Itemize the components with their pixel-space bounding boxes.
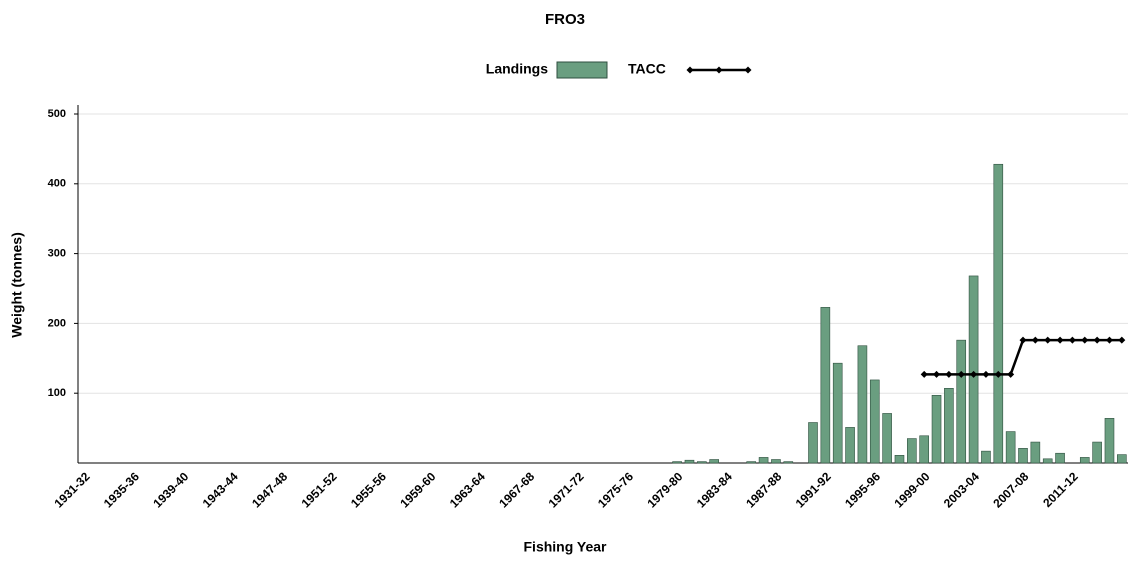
x-tick-label: 1983-84	[694, 469, 735, 510]
bar	[931, 394, 942, 464]
line-marker	[1068, 336, 1076, 344]
bar	[832, 362, 843, 464]
legend-marker	[715, 66, 723, 74]
x-tick-label: 1995-96	[842, 469, 883, 510]
line-marker	[994, 370, 1002, 378]
line-marker	[1093, 336, 1101, 344]
bar	[1030, 441, 1041, 464]
x-tick-label: 1999-00	[891, 469, 932, 510]
x-tick-label: 1963-64	[447, 469, 488, 510]
line-marker	[933, 370, 941, 378]
legend-swatch	[556, 61, 608, 79]
x-tick-label: 1951-52	[299, 469, 340, 510]
x-tick-label: 2011-12	[1040, 469, 1081, 510]
bar	[672, 461, 682, 464]
bar	[981, 450, 991, 464]
bar	[771, 459, 781, 464]
x-tick-label: 1947-48	[249, 469, 290, 510]
legend-marker	[744, 66, 752, 74]
legend-label: TACC	[628, 61, 666, 77]
x-tick-label: 2003-04	[941, 469, 982, 510]
bar	[783, 461, 794, 464]
y-tick-label: 200	[48, 317, 66, 329]
line-marker	[945, 370, 953, 378]
x-tick-label: 1943-44	[200, 469, 241, 510]
line-marker	[970, 370, 978, 378]
x-tick-label: 1959-60	[397, 469, 438, 510]
x-tick-label: 1935-36	[101, 469, 142, 510]
bar	[857, 345, 868, 464]
bar	[1018, 448, 1028, 464]
bar	[968, 275, 979, 464]
line-marker	[1056, 336, 1064, 344]
bar	[758, 457, 769, 464]
bar	[820, 307, 831, 464]
bar	[1117, 454, 1127, 464]
bar	[746, 461, 757, 464]
legend-label: Landings	[486, 61, 548, 77]
bar	[1104, 418, 1115, 464]
line-marker	[1007, 370, 1015, 378]
x-tick-label: 1975-76	[595, 469, 636, 510]
y-tick-label: 100	[48, 387, 66, 399]
y-tick-label: 400	[48, 178, 66, 190]
x-tick-label: 1979-80	[644, 469, 685, 510]
x-axis-title: Fishing Year	[524, 539, 608, 555]
bar	[869, 379, 880, 464]
bar	[808, 422, 818, 464]
line	[924, 338, 1122, 376]
bar	[709, 459, 719, 464]
line-marker	[920, 370, 928, 378]
bar	[1055, 452, 1065, 464]
bar	[993, 163, 1004, 464]
y-tick-label: 300	[48, 248, 66, 260]
bar	[907, 438, 917, 464]
y-tick-label: 500	[48, 108, 66, 120]
bar	[944, 388, 954, 464]
x-tick-label: 1967-68	[496, 469, 537, 510]
line-marker	[957, 370, 965, 378]
bar	[1005, 431, 1016, 464]
line-marker	[1019, 336, 1027, 344]
bar	[919, 435, 929, 464]
x-tick-label: 1931-32	[51, 469, 92, 510]
bar	[845, 427, 855, 464]
bar	[882, 413, 892, 464]
x-tick-label: 1991-92	[793, 469, 834, 510]
bar	[684, 459, 695, 464]
line-marker	[1081, 336, 1089, 344]
x-tick-label: 1971-72	[546, 469, 587, 510]
bar	[1042, 458, 1053, 464]
x-tick-label: 2007-08	[990, 469, 1031, 510]
line-marker	[982, 370, 990, 378]
x-tick-label: 1955-56	[348, 469, 389, 510]
y-axis-title: Weight (tonnes)	[9, 232, 25, 338]
bar	[956, 339, 967, 464]
line-marker	[1044, 336, 1052, 344]
line-marker	[1118, 336, 1126, 344]
line-marker	[1031, 336, 1039, 344]
legend-marker	[686, 66, 694, 74]
bar	[697, 461, 707, 464]
chart-title: FRO3	[545, 11, 585, 28]
x-tick-label: 1987-88	[743, 469, 784, 510]
bar	[1092, 441, 1102, 464]
bar	[1079, 457, 1090, 464]
bar	[894, 455, 905, 464]
x-tick-label: 1939-40	[150, 469, 191, 510]
line-marker	[1105, 336, 1113, 344]
